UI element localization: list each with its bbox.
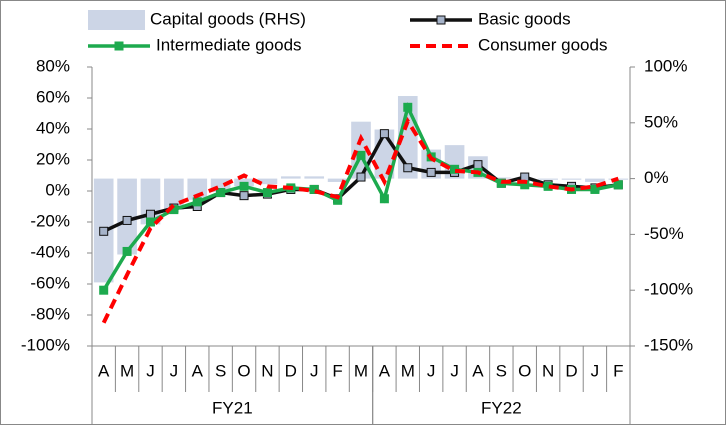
x-tick-label: J bbox=[310, 361, 319, 380]
y-tick-label: 60% bbox=[36, 87, 70, 106]
x-tick-label: O bbox=[518, 361, 531, 380]
legend-swatch bbox=[88, 10, 145, 30]
marker bbox=[613, 180, 623, 190]
x-tick-label: J bbox=[170, 361, 179, 380]
bar bbox=[585, 178, 605, 182]
x-tick-label: O bbox=[237, 361, 250, 380]
marker bbox=[356, 172, 366, 182]
y-tick-label: -80% bbox=[30, 304, 70, 323]
bar bbox=[281, 176, 301, 179]
x-tick-label: D bbox=[565, 361, 577, 380]
group-label: FY22 bbox=[481, 398, 522, 417]
y-tick-label: 20% bbox=[36, 149, 70, 168]
legend-marker bbox=[436, 15, 446, 25]
line bbox=[101, 116, 619, 324]
group-label: FY21 bbox=[212, 398, 253, 417]
bar bbox=[327, 178, 348, 182]
x-tick-label: J bbox=[450, 361, 459, 380]
marker bbox=[379, 194, 389, 204]
x-tick-label: M bbox=[354, 361, 368, 380]
legend-label: Intermediate goods bbox=[156, 35, 302, 54]
x-tick-label: N bbox=[542, 361, 554, 380]
x-tick-label: D bbox=[285, 361, 297, 380]
y-tick-label: 40% bbox=[36, 118, 70, 137]
marker bbox=[145, 217, 155, 227]
x-tick-label: J bbox=[591, 361, 600, 380]
marker bbox=[426, 167, 436, 177]
marker bbox=[590, 184, 600, 194]
marker bbox=[239, 191, 249, 201]
marker bbox=[473, 160, 483, 170]
bar bbox=[561, 178, 582, 180]
legend-label: Consumer goods bbox=[478, 35, 607, 54]
marker bbox=[192, 197, 202, 207]
y2-tick-label: -100% bbox=[644, 280, 693, 299]
x-tick-label: M bbox=[401, 361, 415, 380]
x-tick-label: A bbox=[98, 361, 110, 380]
marker bbox=[99, 285, 109, 295]
y2-tick-label: 50% bbox=[644, 112, 678, 131]
x-tick-label: M bbox=[120, 361, 134, 380]
bar bbox=[538, 178, 558, 180]
y2-tick-label: -150% bbox=[644, 335, 693, 354]
marker bbox=[309, 184, 319, 194]
y2-tick-label: 0% bbox=[644, 168, 669, 187]
y-tick-label: 0% bbox=[45, 180, 70, 199]
x-tick-label: A bbox=[192, 361, 204, 380]
x-tick-label: J bbox=[427, 361, 436, 380]
x-tick-label: S bbox=[496, 361, 507, 380]
x-tick-label: J bbox=[146, 361, 155, 380]
x-tick-label: F bbox=[613, 361, 623, 380]
marker bbox=[262, 188, 272, 198]
marker bbox=[145, 209, 155, 219]
marker bbox=[403, 102, 413, 112]
legend-marker bbox=[114, 41, 124, 51]
legend-label: Basic goods bbox=[478, 9, 571, 28]
x-tick-label: S bbox=[215, 361, 226, 380]
marker bbox=[122, 215, 132, 225]
y-tick-label: -100% bbox=[21, 335, 70, 354]
marker bbox=[216, 188, 226, 198]
bar bbox=[491, 177, 512, 179]
marker bbox=[403, 163, 413, 173]
x-tick-label: A bbox=[379, 361, 391, 380]
x-tick-label: A bbox=[472, 361, 484, 380]
legend-label: Capital goods (RHS) bbox=[150, 9, 306, 28]
y2-tick-label: -50% bbox=[644, 224, 684, 243]
marker bbox=[122, 246, 132, 256]
x-tick-label: F bbox=[332, 361, 342, 380]
marker bbox=[99, 226, 109, 236]
bar bbox=[304, 176, 325, 179]
y-tick-label: 80% bbox=[36, 56, 70, 75]
y-tick-label: -40% bbox=[30, 242, 70, 261]
marker bbox=[239, 181, 249, 191]
marker bbox=[379, 129, 389, 139]
marker bbox=[356, 150, 366, 160]
y-tick-label: -20% bbox=[30, 211, 70, 230]
bar bbox=[257, 178, 278, 185]
y-tick-label: -60% bbox=[30, 273, 70, 292]
y2-tick-label: 100% bbox=[644, 56, 687, 75]
x-tick-label: N bbox=[261, 361, 273, 380]
